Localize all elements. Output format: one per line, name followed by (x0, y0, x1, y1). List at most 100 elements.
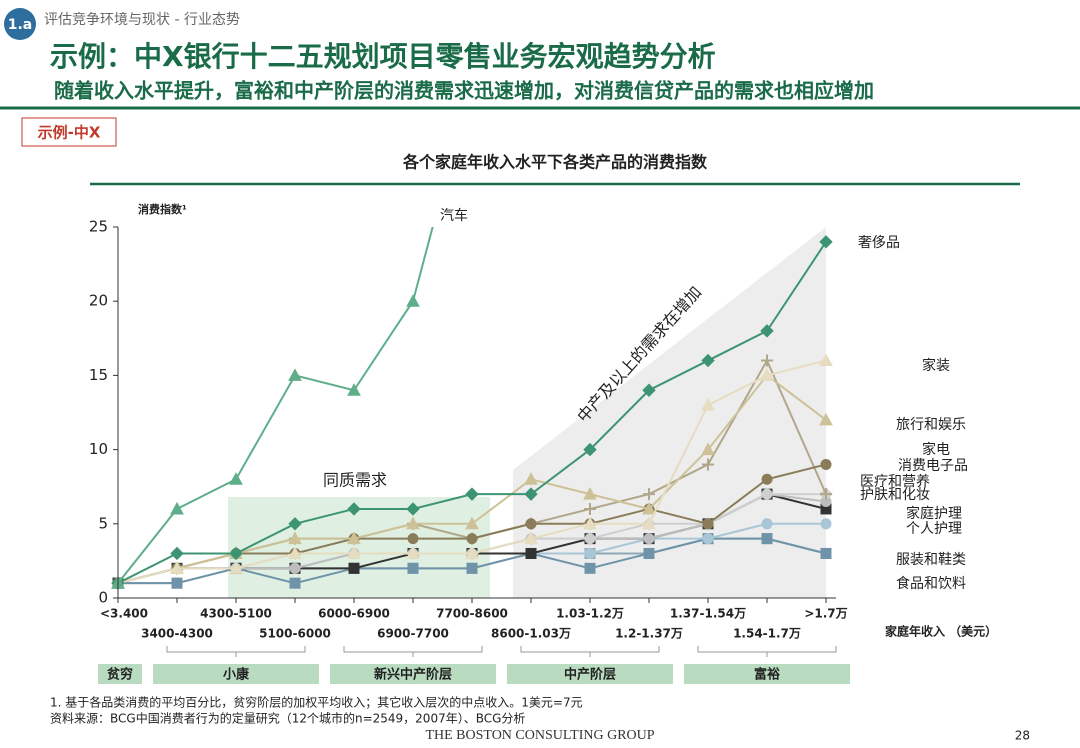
marker (407, 562, 419, 574)
marker (347, 531, 361, 545)
marker (229, 546, 243, 561)
marker (406, 294, 420, 307)
marker (760, 324, 774, 338)
marker (466, 562, 478, 574)
marker (642, 516, 656, 530)
x-tick-label: 1.37-1.54万 (670, 607, 746, 621)
marker (524, 472, 538, 485)
tag-box (21, 117, 117, 147)
marker (229, 561, 243, 574)
x-tick-label: 4300-5100 (200, 607, 272, 621)
marker (406, 502, 420, 516)
legend-label: 医疗和营养 (860, 474, 930, 490)
group-box (153, 664, 319, 684)
marker (288, 546, 302, 559)
badge-bg (4, 8, 36, 40)
footnote: 1. 基于各品类消费的平均百分比，贫穷阶层的加权平均收入；其它收入层次的中点收入… (50, 695, 583, 710)
marker (407, 533, 419, 545)
marker (406, 516, 420, 530)
marker (465, 546, 479, 559)
x-tick-label: 5100-6000 (259, 627, 331, 641)
marker (820, 518, 832, 530)
chart-title: 各个家庭年收入水平下各类产品的消费指数 (402, 153, 708, 172)
marker (761, 518, 773, 530)
legend-label: 家电 (922, 441, 950, 458)
group-box (684, 664, 850, 684)
marker (819, 353, 833, 367)
x-tick-label: 6900-7700 (377, 627, 449, 641)
marker (171, 577, 183, 589)
marker (702, 458, 714, 471)
marker (643, 547, 655, 559)
group-brace (166, 646, 306, 657)
marker (288, 517, 302, 531)
tag: 示例-中X (38, 124, 101, 142)
marker (760, 368, 774, 381)
marker (820, 488, 832, 501)
marker (584, 502, 596, 515)
marker (820, 547, 832, 559)
marker (820, 458, 832, 470)
group-brace (520, 646, 660, 657)
subtitle: 随着收入水平提升，富裕和中产阶层的消费需求迅速增加，对消费信贷产品的需求也相应增… (54, 79, 874, 103)
legend-label: 旅行和娱乐 (896, 417, 966, 433)
x-tick-label: 1.54-1.7万 (733, 627, 801, 641)
marker (643, 533, 655, 545)
legend-label: 食品和饮料 (896, 575, 966, 592)
marker (761, 473, 773, 485)
legend-label: 消费电子品 (898, 458, 968, 474)
marker (701, 442, 715, 456)
y-tick-label: 15 (89, 366, 108, 384)
legend-label: 奢侈品 (858, 235, 900, 251)
y-tick-label: 5 (98, 514, 108, 532)
marker (702, 533, 714, 545)
marker (348, 562, 360, 574)
marker (289, 577, 301, 589)
marker (583, 487, 597, 500)
group-box (98, 664, 142, 684)
company: THE BOSTON CONSULTING GROUP (425, 728, 654, 743)
x-label: 家庭年收入 （美元） (885, 624, 997, 639)
group-brace (697, 646, 837, 657)
section: 评估竞争环境与现状 - 行业态势 (44, 11, 240, 28)
marker (289, 562, 301, 574)
legend-label: 家装 (922, 357, 950, 374)
x-tick-label: <3.400 (100, 607, 148, 621)
legend-label: 家庭护理 (906, 505, 962, 522)
x-tick-label: >1.7万 (804, 607, 847, 621)
marker (406, 546, 420, 559)
group-label: 富裕 (754, 667, 780, 683)
marker (170, 561, 184, 574)
marker (583, 531, 597, 546)
marker (819, 412, 833, 426)
marker (583, 442, 597, 457)
marker (229, 472, 243, 485)
x-tick-label: 1.2-1.37万 (615, 627, 683, 641)
group-box (330, 664, 496, 684)
y-tick-label: 10 (89, 440, 108, 458)
growth-zone (513, 227, 826, 598)
marker (701, 353, 715, 368)
homogeneous-zone (228, 497, 490, 598)
marker (584, 562, 596, 574)
y-tick-label: 25 (89, 218, 108, 236)
marker (170, 546, 184, 561)
group-label: 新兴中产阶层 (374, 667, 452, 683)
x-tick-label: 8600-1.03万 (491, 627, 571, 641)
title: 示例：中X银行十二五规划项目零售业务宏观趋势分析 (50, 40, 716, 73)
legend-label: 护肤和化妆 (860, 487, 930, 503)
marker (761, 533, 773, 545)
marker (288, 368, 302, 381)
annotation: 同质需求 (323, 471, 387, 490)
x-tick-label: 7700-8600 (436, 607, 508, 621)
marker (760, 487, 774, 501)
marker (347, 502, 361, 516)
legend-label: 服装和鞋类 (896, 552, 966, 568)
group-label: 中产阶层 (564, 667, 616, 683)
y-label: 消费指数¹ (138, 202, 187, 216)
badge: 1.a (8, 17, 33, 33)
marker (819, 235, 833, 249)
marker (643, 488, 655, 501)
marker (524, 487, 538, 501)
marker (466, 533, 478, 545)
